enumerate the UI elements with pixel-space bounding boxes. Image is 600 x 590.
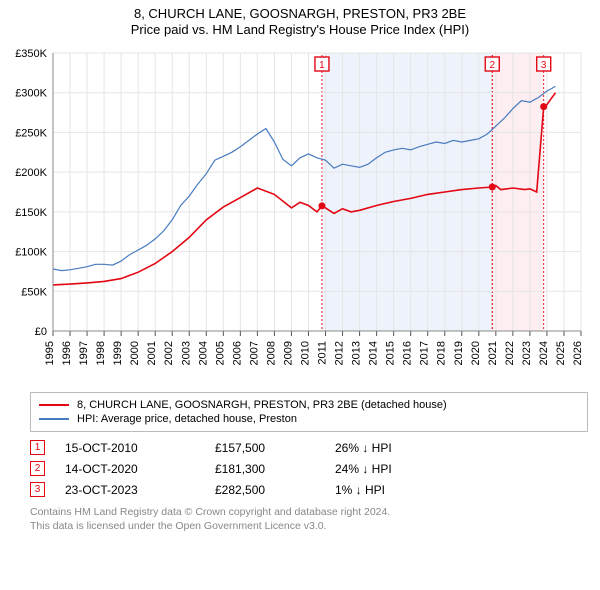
svg-text:2007: 2007 xyxy=(248,341,260,365)
event-date: 23-OCT-2023 xyxy=(65,483,215,497)
svg-text:2012: 2012 xyxy=(334,341,346,365)
svg-text:£100K: £100K xyxy=(15,247,47,259)
event-marker-box: 2 xyxy=(30,461,45,476)
svg-text:£0: £0 xyxy=(35,326,47,338)
event-diff: 26% ↓ HPI xyxy=(335,441,455,455)
event-row: 1 15-OCT-2010£157,50026% ↓ HPI xyxy=(30,440,588,455)
svg-text:2011: 2011 xyxy=(317,341,329,365)
legend-swatch-blue xyxy=(39,418,69,420)
event-row: 3 23-OCT-2023£282,5001% ↓ HPI xyxy=(30,482,588,497)
event-diff: 1% ↓ HPI xyxy=(335,483,455,497)
legend-label-red: 8, CHURCH LANE, GOOSNARGH, PRESTON, PR3 … xyxy=(77,399,447,411)
svg-text:1998: 1998 xyxy=(95,341,107,365)
svg-text:1996: 1996 xyxy=(61,341,73,365)
footer-line2: This data is licensed under the Open Gov… xyxy=(30,520,327,532)
svg-text:2024: 2024 xyxy=(538,341,550,365)
svg-text:2025: 2025 xyxy=(555,341,567,365)
event-price: £157,500 xyxy=(215,441,335,455)
svg-text:2003: 2003 xyxy=(180,341,192,365)
legend-label-blue: HPI: Average price, detached house, Pres… xyxy=(77,413,297,425)
svg-text:2013: 2013 xyxy=(351,341,363,365)
svg-text:1997: 1997 xyxy=(78,341,90,365)
svg-text:2017: 2017 xyxy=(419,341,431,365)
svg-text:£50K: £50K xyxy=(21,286,47,298)
event-diff: 24% ↓ HPI xyxy=(335,462,455,476)
svg-text:2021: 2021 xyxy=(487,341,499,365)
price-chart: £0 £50K £100K £150K £200K £250K £300K £350K 1995… xyxy=(5,43,595,388)
event-date: 15-OCT-2010 xyxy=(65,441,215,455)
svg-text:2015: 2015 xyxy=(385,341,397,365)
svg-text:2001: 2001 xyxy=(146,341,158,365)
svg-text:1995: 1995 xyxy=(44,341,56,365)
svg-text:2006: 2006 xyxy=(231,341,243,365)
svg-text:2020: 2020 xyxy=(470,341,482,365)
legend-swatch-red xyxy=(39,404,69,406)
svg-text:£150K: £150K xyxy=(15,207,47,219)
event-marker-box: 1 xyxy=(30,440,45,455)
title-line1: 8, CHURCH LANE, GOOSNARGH, PRESTON, PR3 … xyxy=(0,6,600,21)
svg-text:2016: 2016 xyxy=(402,341,414,365)
svg-text:2004: 2004 xyxy=(197,341,209,365)
event-price: £181,300 xyxy=(215,462,335,476)
svg-text:£300K: £300K xyxy=(15,88,47,100)
svg-text:2010: 2010 xyxy=(299,341,311,365)
svg-text:3: 3 xyxy=(541,60,547,71)
footer-line1: Contains HM Land Registry data © Crown c… xyxy=(30,506,390,518)
legend: 8, CHURCH LANE, GOOSNARGH, PRESTON, PR3 … xyxy=(30,392,588,432)
svg-text:2026: 2026 xyxy=(572,341,584,365)
event-list: 1 15-OCT-2010£157,50026% ↓ HPI 2 14-OCT-202… xyxy=(30,440,588,497)
event-price: £282,500 xyxy=(215,483,335,497)
svg-text:2: 2 xyxy=(489,60,495,71)
svg-text:2018: 2018 xyxy=(436,341,448,365)
svg-text:2000: 2000 xyxy=(129,341,141,365)
title-line2: Price paid vs. HM Land Registry's House … xyxy=(0,22,600,37)
svg-text:2023: 2023 xyxy=(521,341,533,365)
svg-text:£200K: £200K xyxy=(15,167,47,179)
svg-text:2009: 2009 xyxy=(282,341,294,365)
svg-text:£350K: £350K xyxy=(15,48,47,60)
svg-text:2014: 2014 xyxy=(368,341,380,365)
event-row: 2 14-OCT-2020£181,30024% ↓ HPI xyxy=(30,461,588,476)
svg-text:2002: 2002 xyxy=(163,341,175,365)
svg-text:2005: 2005 xyxy=(214,341,226,365)
svg-text:2019: 2019 xyxy=(453,341,465,365)
event-date: 14-OCT-2020 xyxy=(65,462,215,476)
svg-text:1999: 1999 xyxy=(112,341,124,365)
svg-text:1: 1 xyxy=(319,60,325,71)
footer-text: Contains HM Land Registry data © Crown c… xyxy=(30,505,588,533)
event-marker-box: 3 xyxy=(30,482,45,497)
svg-text:£250K: £250K xyxy=(15,127,47,139)
svg-text:2022: 2022 xyxy=(504,341,516,365)
svg-text:2008: 2008 xyxy=(265,341,277,365)
